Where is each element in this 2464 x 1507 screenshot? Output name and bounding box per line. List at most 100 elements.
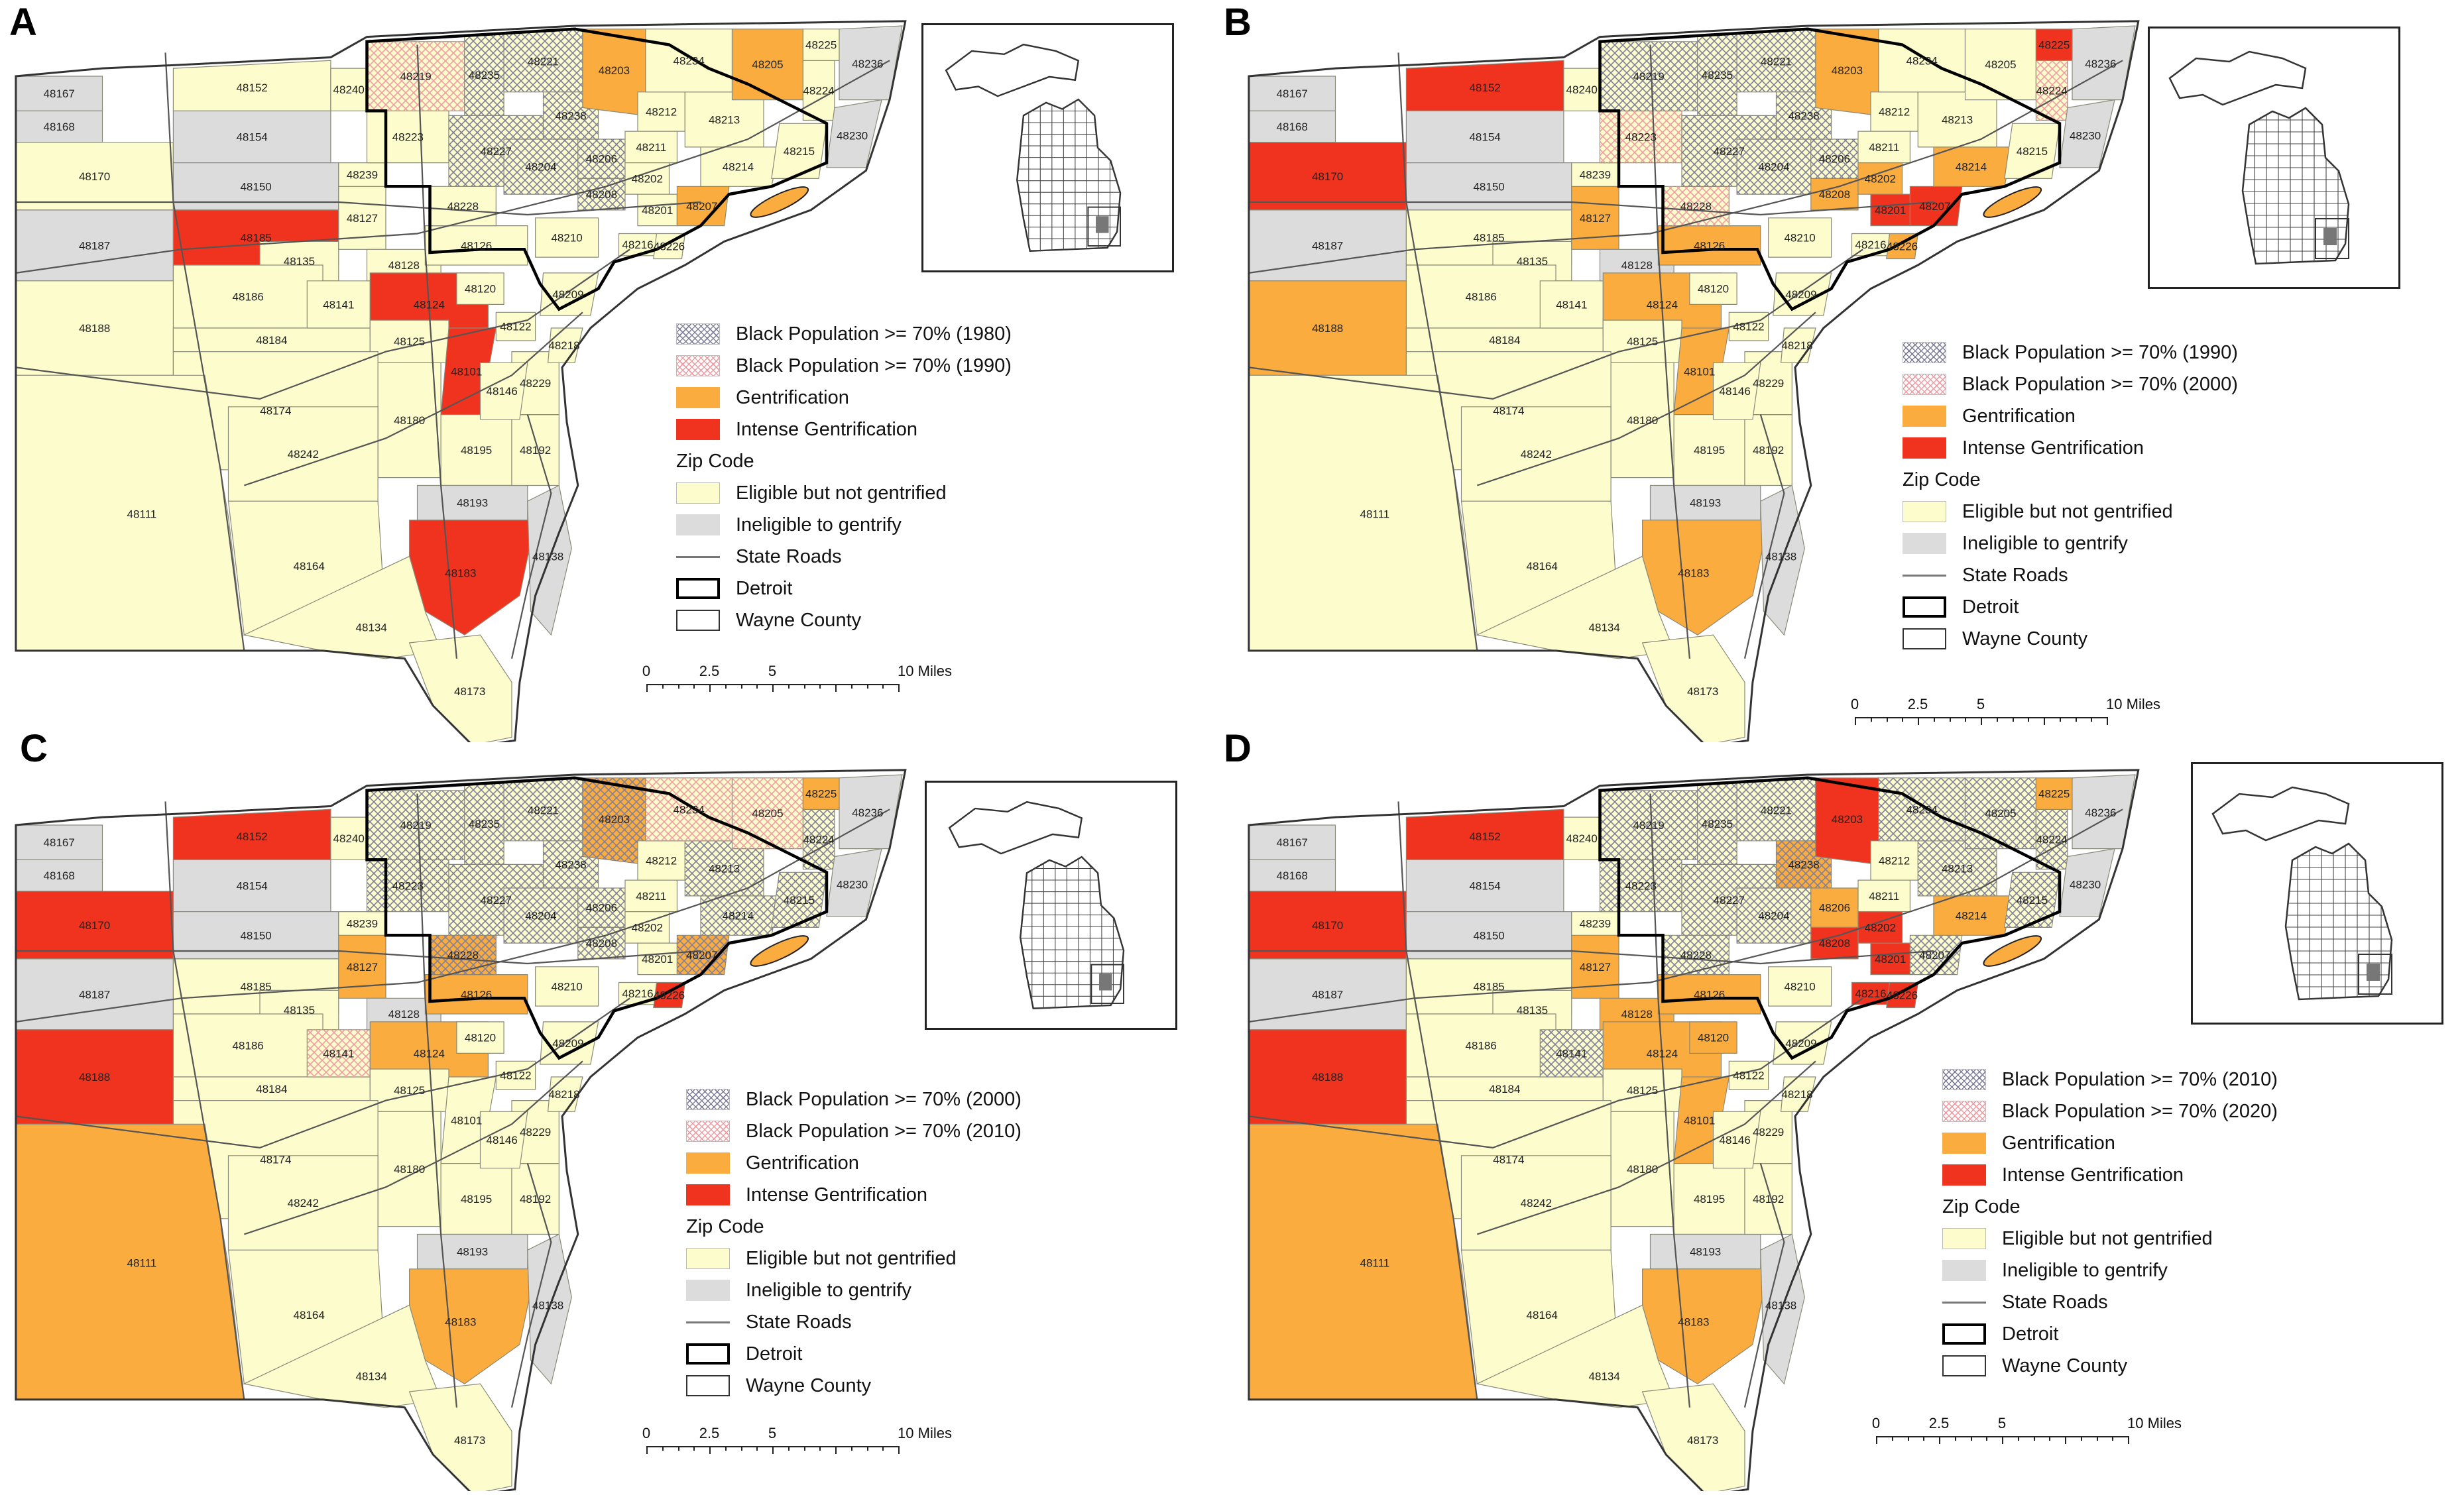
scale-bar: 0 2.5 5 10 Miles xyxy=(1872,1415,2182,1448)
zip-label: 48228 xyxy=(447,949,479,962)
michigan-outline-icon xyxy=(2168,50,2350,265)
legend-intense: Intense Gentrification xyxy=(1942,1159,2278,1191)
scale-tick xyxy=(1907,1436,1909,1441)
zip-label: 48187 xyxy=(79,239,110,252)
zip-label: 48208 xyxy=(586,188,617,201)
zip-label: 48218 xyxy=(548,1088,579,1101)
zip-label: 48173 xyxy=(1687,1434,1718,1447)
scale-label: 10 Miles xyxy=(2106,696,2160,712)
legend-hatch-pink: Black Population >= 70% (1990) xyxy=(676,350,1012,382)
zip-label: 48186 xyxy=(233,291,264,304)
hatch-overlay-48235 xyxy=(464,32,504,116)
zip-label: 48219 xyxy=(400,819,431,832)
zip-label: 48193 xyxy=(457,1246,488,1258)
scale-tick xyxy=(819,1446,821,1451)
legend-label: Intense Gentrification xyxy=(2002,1164,2184,1186)
zip-label: 48210 xyxy=(1784,980,1815,993)
zip-label: 48146 xyxy=(487,1134,518,1146)
legend-swatch xyxy=(676,482,720,504)
zip-label: 48206 xyxy=(1819,902,1850,915)
zip-label: 48154 xyxy=(1469,879,1500,892)
legend-zip-header: Zip Code xyxy=(1942,1196,2021,1217)
legend-swatch xyxy=(676,323,720,345)
zip-area-48146 xyxy=(1712,362,1761,420)
zip-label: 48174 xyxy=(1493,1154,1524,1166)
zip-label: 48185 xyxy=(240,231,271,244)
scale-tick xyxy=(835,684,837,692)
belle-isle xyxy=(750,935,809,967)
state-road xyxy=(510,1163,552,1408)
zip-label: 48205 xyxy=(1985,58,2016,71)
scale-tick xyxy=(740,1446,742,1451)
zip-label: 48207 xyxy=(686,200,717,213)
zip-label: 48141 xyxy=(323,1047,354,1060)
zip-label: 48127 xyxy=(1580,212,1611,225)
hatch-overlay-48223 xyxy=(1600,111,1682,163)
map-legend: Black Population >= 70% (2010) Black Popu… xyxy=(1942,1064,2278,1382)
zip-label: 48221 xyxy=(1761,55,1792,68)
zip-label: 48170 xyxy=(1312,170,1343,183)
legend-swatch xyxy=(1942,1101,1986,1122)
zip-label: 48138 xyxy=(1765,550,1796,563)
zip-label: 48214 xyxy=(1956,161,1987,174)
legend-label: Gentrification xyxy=(746,1152,859,1174)
zip-label: 48164 xyxy=(294,560,325,573)
zip-area-48210 xyxy=(1767,966,1832,1007)
legend-label: State Roads xyxy=(2002,1291,2108,1313)
zip-label: 48192 xyxy=(1753,444,1784,457)
legend-gentrification: Gentrification xyxy=(676,382,1012,414)
zip-label: 48225 xyxy=(2038,39,2070,52)
wayne-county-boundary xyxy=(1248,20,2140,742)
state-road xyxy=(1248,60,2123,274)
scale-tick xyxy=(725,684,727,689)
zip-label: 48235 xyxy=(469,69,500,82)
legend-swatch xyxy=(1942,1133,1986,1154)
zip-label: 48184 xyxy=(1489,1083,1520,1095)
scale-tick xyxy=(788,1446,790,1451)
zip-label: 48192 xyxy=(520,1193,551,1205)
legend-swatch xyxy=(1903,406,1946,427)
michigan-locator-inset xyxy=(921,23,1174,272)
zip-label: 48167 xyxy=(1277,836,1308,849)
hatch-overlay-48215 xyxy=(771,872,827,928)
legend-ineligible: Ineligible to gentrify xyxy=(1942,1255,2278,1286)
scale-label: 2.5 xyxy=(699,1425,720,1441)
zip-label: 48185 xyxy=(1473,231,1504,244)
legend-label: Wayne County xyxy=(746,1374,872,1396)
hatch-overlay-48204 xyxy=(1737,888,1811,944)
zip-label: 48128 xyxy=(388,259,420,272)
wayne-county-map: 48167 48168 48170 48152 48154 48150 48187 48185… xyxy=(1248,20,2140,742)
detroit-boundary xyxy=(1598,27,2062,311)
zip-label: 48126 xyxy=(461,988,492,1001)
zip-area-48122 xyxy=(495,1060,536,1090)
zip-area-48120 xyxy=(1689,272,1737,305)
zip-label: 48101 xyxy=(451,1114,482,1127)
state-road xyxy=(1248,950,1934,965)
zip-area-48215 xyxy=(771,123,827,179)
zip-label: 48238 xyxy=(1788,109,1819,122)
legend-label: Eligible but not gentrified xyxy=(736,482,947,504)
scale-label: 5 xyxy=(768,663,777,679)
michigan-outline-icon xyxy=(2211,786,2393,1001)
hatch-overlay-48235 xyxy=(1697,781,1737,865)
zip-label: 48173 xyxy=(1687,685,1718,698)
zip-label: 48223 xyxy=(392,131,424,143)
wayne-county-boundary xyxy=(1248,769,2140,1491)
zip-label: 48234 xyxy=(1907,54,1938,67)
zip-label: 48184 xyxy=(256,334,287,347)
scale-tick xyxy=(756,684,758,689)
zip-label: 48180 xyxy=(394,1163,425,1176)
zip-label: 48150 xyxy=(240,929,271,942)
belle-isle xyxy=(1983,935,2042,967)
zip-label: 48124 xyxy=(414,298,445,311)
zip-label: 48101 xyxy=(1684,1114,1715,1127)
zip-label: 48188 xyxy=(79,322,110,335)
state-road xyxy=(1248,201,1934,216)
zip-label: 48206 xyxy=(1819,153,1850,166)
hatch-overlay-48219 xyxy=(1600,790,1698,860)
zip-label: 48127 xyxy=(347,961,378,974)
state-road xyxy=(243,1060,583,1235)
zip-label: 48242 xyxy=(1521,1197,1552,1209)
zip-area-48218 xyxy=(1780,1076,1816,1112)
scale-tick xyxy=(1965,717,1967,722)
